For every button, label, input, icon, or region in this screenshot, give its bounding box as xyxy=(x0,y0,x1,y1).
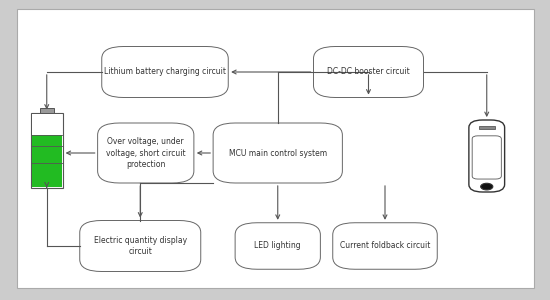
FancyBboxPatch shape xyxy=(102,46,228,98)
Text: Lithium battery charging circuit: Lithium battery charging circuit xyxy=(104,68,226,76)
FancyBboxPatch shape xyxy=(16,9,534,288)
Bar xyxy=(32,135,62,187)
FancyBboxPatch shape xyxy=(314,46,424,98)
Bar xyxy=(479,126,494,129)
FancyBboxPatch shape xyxy=(80,220,201,272)
Bar xyxy=(31,112,63,188)
Circle shape xyxy=(481,183,493,190)
Text: Current foldback circuit: Current foldback circuit xyxy=(340,242,430,250)
Text: DC-DC booster circuit: DC-DC booster circuit xyxy=(327,68,410,76)
FancyBboxPatch shape xyxy=(333,223,437,269)
FancyBboxPatch shape xyxy=(235,223,320,269)
Bar xyxy=(32,114,62,135)
Text: MCU main control system: MCU main control system xyxy=(229,148,327,158)
FancyBboxPatch shape xyxy=(98,123,194,183)
Text: Electric quantity display
circuit: Electric quantity display circuit xyxy=(94,236,187,256)
Text: LED lighting: LED lighting xyxy=(255,242,301,250)
FancyBboxPatch shape xyxy=(469,120,505,192)
Bar xyxy=(40,108,54,112)
FancyBboxPatch shape xyxy=(213,123,342,183)
FancyBboxPatch shape xyxy=(472,136,502,179)
Text: Over voltage, under
voltage, short circuit
protection: Over voltage, under voltage, short circu… xyxy=(106,137,185,169)
